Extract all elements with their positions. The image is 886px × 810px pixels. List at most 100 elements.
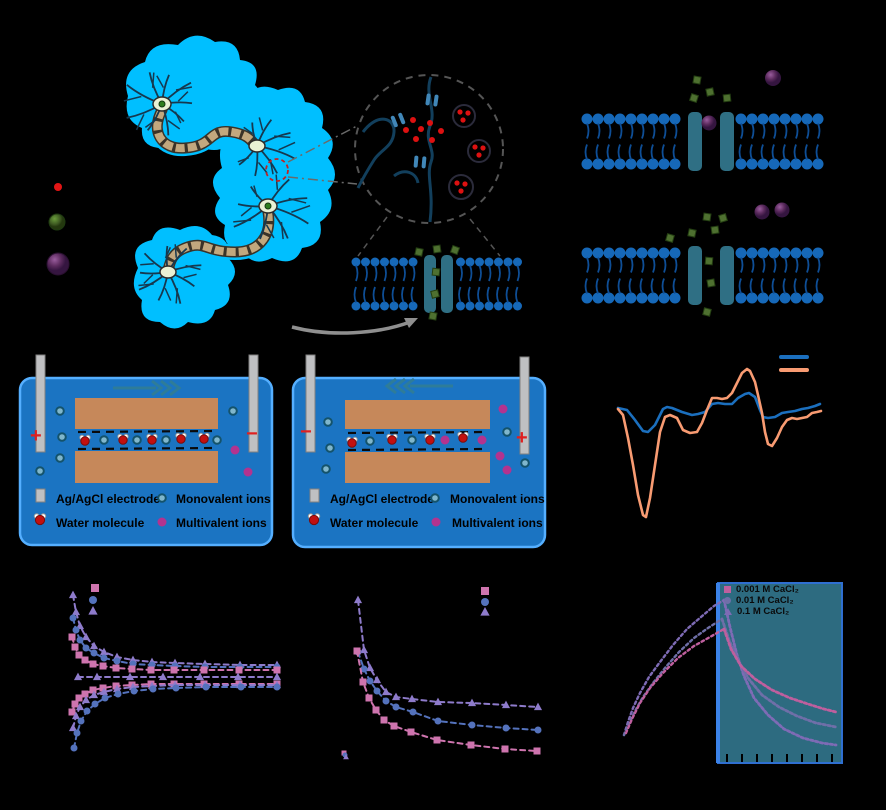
small-ion-ball bbox=[54, 183, 62, 191]
monovalent-legend-label: Monovalent ions bbox=[450, 492, 545, 506]
membrane-block-top bbox=[345, 400, 490, 429]
retention-chart-left bbox=[68, 584, 282, 752]
synapse-channels bbox=[390, 93, 439, 169]
square-low-marker bbox=[81, 690, 89, 698]
square-up-marker bbox=[89, 660, 97, 668]
water-molecules bbox=[346, 431, 469, 448]
purple-rise-line bbox=[622, 598, 726, 737]
triangle-low-marker bbox=[68, 723, 78, 732]
square-up-marker bbox=[170, 666, 178, 674]
zoom-circle bbox=[354, 74, 504, 224]
trace-orange-line bbox=[616, 367, 823, 519]
electrode-legend-label: Ag/AgCl electrode bbox=[330, 492, 434, 506]
vesicles bbox=[448, 104, 491, 200]
legend-triangle-marker bbox=[480, 607, 490, 616]
circle-series-marker bbox=[360, 665, 368, 673]
square-low-marker bbox=[68, 708, 76, 716]
electrode-legend-label: Ag/AgCl electrode bbox=[56, 492, 160, 506]
triangle-series-marker bbox=[381, 687, 391, 696]
multivalent-ion bbox=[765, 70, 781, 86]
synapse-highlight-circle bbox=[265, 158, 289, 182]
multivalent-ions bbox=[230, 445, 253, 477]
decay-chart-middle bbox=[341, 587, 543, 760]
triangle-up-marker bbox=[71, 607, 81, 616]
synapse-zoom-panel bbox=[287, 74, 522, 335]
circle-low-marker bbox=[237, 683, 245, 691]
triangle-series-marker bbox=[533, 702, 543, 711]
membrane-block-bottom bbox=[75, 451, 218, 483]
circle-series-marker bbox=[373, 687, 381, 695]
origin-triangle-marker bbox=[343, 753, 349, 760]
square-up-marker bbox=[128, 665, 136, 673]
channel-walls bbox=[347, 430, 488, 452]
square-series-marker bbox=[390, 722, 398, 730]
triangle-low-marker bbox=[75, 702, 85, 711]
water-legend-label: Water molecule bbox=[330, 516, 419, 530]
multivalent-legend-icon bbox=[431, 517, 441, 527]
electrode-right bbox=[519, 356, 530, 455]
circle-low-marker bbox=[70, 744, 78, 752]
triangle-low-marker bbox=[89, 690, 99, 699]
polarity-left: − bbox=[300, 421, 312, 443]
legend-label: 0.01 M CaCl₂ bbox=[736, 595, 794, 606]
circle-series-marker bbox=[409, 708, 417, 716]
legend-row-0001M: 0.001 M CaCl₂ bbox=[724, 584, 799, 595]
synapse-terminal bbox=[356, 76, 434, 223]
triangle-series-marker bbox=[372, 675, 382, 684]
large-ion-ball bbox=[46, 252, 70, 276]
triangle-low-marker bbox=[112, 684, 122, 693]
square-up-marker bbox=[71, 643, 79, 651]
legend-label: 0.1 M CaCl₂ bbox=[737, 606, 790, 617]
triangle-low-marker bbox=[71, 711, 81, 720]
triangle-marker-icon bbox=[724, 608, 732, 615]
square-up-marker bbox=[99, 662, 107, 670]
shaded-region-accent bbox=[716, 583, 720, 763]
neuron-illustration-panel bbox=[46, 35, 335, 329]
legend-label: 0.001 M CaCl₂ bbox=[736, 584, 799, 595]
square-up-marker bbox=[273, 666, 281, 674]
circle-series-marker bbox=[468, 721, 476, 729]
circle-up-marker bbox=[82, 644, 90, 652]
triangle-flat-marker bbox=[195, 672, 205, 681]
triangle-series-marker bbox=[365, 663, 375, 672]
membrane-panels bbox=[581, 70, 824, 317]
polarity-right: + bbox=[516, 427, 528, 449]
x-axis-ticks bbox=[726, 754, 833, 762]
square-low-marker bbox=[71, 700, 79, 708]
circle-series-marker bbox=[502, 724, 510, 732]
circle-low-marker bbox=[114, 690, 122, 698]
electrochemical-cell-left: + − Ag/AgCl electrode Monovalent ions Wa… bbox=[18, 354, 274, 547]
ions-top-membrane bbox=[688, 70, 781, 131]
electrode-left bbox=[305, 354, 316, 453]
square-series-marker bbox=[353, 647, 361, 655]
circle-up-marker bbox=[76, 636, 84, 644]
triangle-flat-marker bbox=[233, 672, 243, 681]
multivalent-ion bbox=[754, 204, 770, 220]
square-series-marker bbox=[501, 745, 509, 753]
square-up-marker bbox=[200, 666, 208, 674]
circle-series-marker bbox=[434, 717, 442, 725]
triangle-series-marker bbox=[407, 694, 417, 703]
monovalent-legend-icon bbox=[430, 493, 440, 503]
potassium-ions bbox=[414, 244, 461, 321]
square-series-marker bbox=[433, 736, 441, 744]
circle-low-marker bbox=[91, 700, 99, 708]
electrode-legend-icon bbox=[309, 488, 320, 503]
circle-low-marker bbox=[149, 685, 157, 693]
multivalent-ion bbox=[774, 202, 790, 218]
multivalent-ions bbox=[440, 404, 512, 475]
square-low-marker bbox=[112, 682, 120, 690]
circle-series-marker bbox=[392, 703, 400, 711]
purple-decay-line bbox=[722, 598, 838, 747]
square-up-marker bbox=[112, 664, 120, 672]
lipid-bilayer-bottom bbox=[581, 246, 824, 305]
square-series-marker bbox=[365, 694, 373, 702]
legend-triangle-marker bbox=[88, 606, 98, 615]
monovalent-ions bbox=[35, 406, 238, 476]
flow-arrow-right bbox=[113, 379, 182, 397]
electrode-right bbox=[248, 354, 259, 453]
violet-decay-line bbox=[720, 617, 838, 729]
circle-low-marker bbox=[273, 683, 281, 691]
pink-rise-line bbox=[624, 627, 726, 735]
zoom-connector-lines bbox=[287, 125, 358, 185]
